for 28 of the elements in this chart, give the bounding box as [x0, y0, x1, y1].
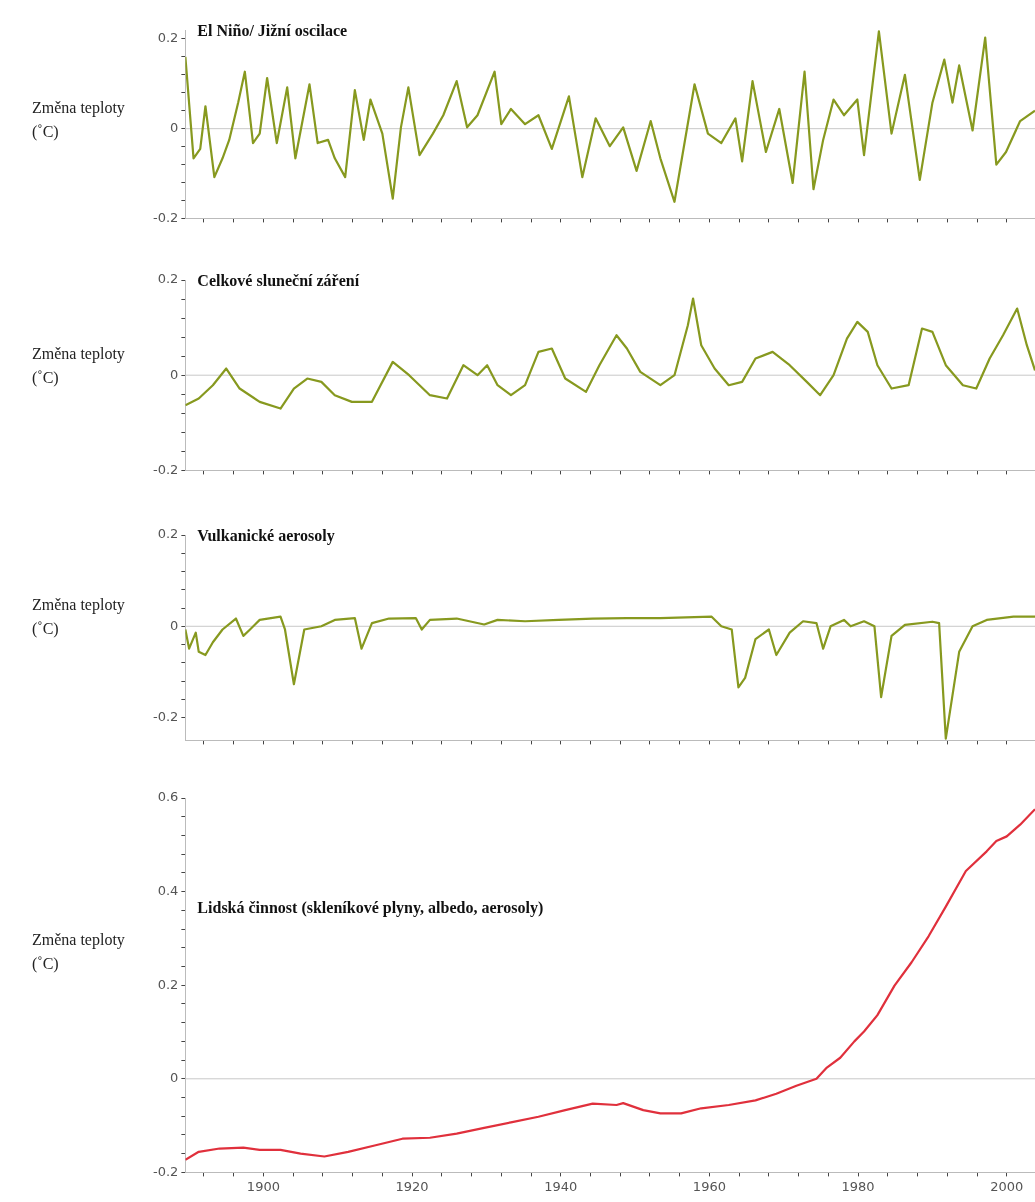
- y-tick-label: 0: [170, 120, 179, 136]
- y-tick-label: -0.2: [152, 708, 179, 724]
- y-axis-title: Změna teploty (˚C): [32, 596, 125, 639]
- y-tick-label: 0: [170, 1070, 179, 1086]
- y-tick-label: 0.2: [157, 976, 179, 992]
- y-axis-title: Změna teploty (˚C): [32, 931, 125, 974]
- y-tick-label: -0.2: [152, 461, 179, 477]
- y-tick-label: 0.2: [157, 271, 179, 287]
- x-tick-label: 1940: [544, 1178, 578, 1194]
- chart-title: Celkové sluneční záření: [197, 272, 360, 290]
- x-tick-label: 1900: [246, 1178, 280, 1194]
- x-tick-label: 1960: [692, 1178, 726, 1194]
- y-tick-label: -0.2: [152, 1163, 179, 1179]
- y-tick-label: 0.6: [157, 789, 179, 805]
- x-tick-label: 2000: [990, 1178, 1024, 1194]
- chart-title: Vulkanické aerosoly: [197, 527, 335, 546]
- y-tick-label: 0.4: [157, 882, 179, 898]
- y-axis-title: Změna teploty (˚C): [32, 98, 125, 141]
- x-tick-label: 1980: [841, 1178, 875, 1194]
- y-axis-title: Změna teploty (˚C): [32, 345, 125, 388]
- y-tick-label: -0.2: [152, 209, 179, 225]
- y-tick-label: 0: [170, 366, 179, 382]
- y-tick-label: 0: [170, 617, 179, 633]
- x-tick-label: 1920: [395, 1178, 429, 1194]
- text: Lidská činnost (skleníkové plyny, albedo, aerosoly): [197, 898, 544, 917]
- chart-title: El Niño/ Jižní oscilace: [197, 22, 348, 40]
- y-tick-label: 0.2: [157, 526, 179, 542]
- y-tick-label: 0.2: [157, 30, 179, 46]
